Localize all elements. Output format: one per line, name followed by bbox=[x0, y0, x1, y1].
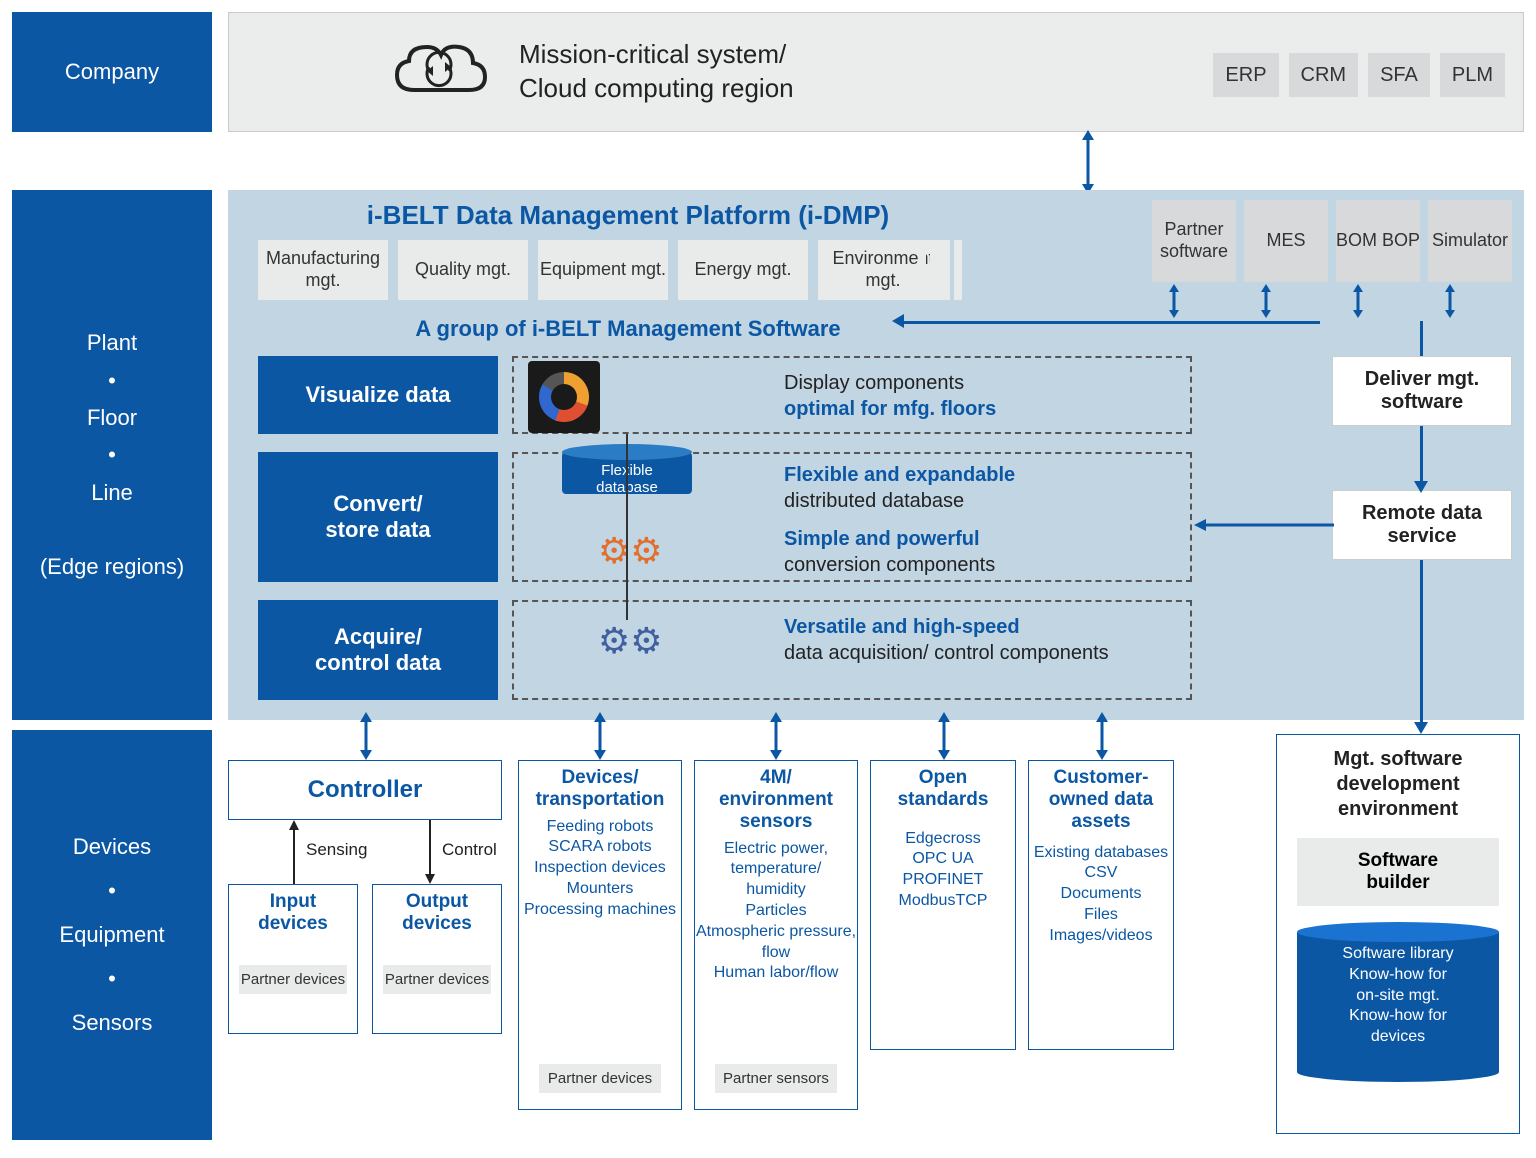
arrow-remote-dash bbox=[1194, 516, 1334, 534]
c2-items: Edgecross OPC UA PROFINET ModbusTCP bbox=[871, 829, 1015, 912]
c1-partner: Partner sensors bbox=[715, 1064, 837, 1093]
software-library-cylinder: Software library Know-how for on-site mg… bbox=[1297, 922, 1499, 1082]
mgt-quality: Quality mgt. bbox=[398, 240, 528, 300]
d1-bold: optimal for mfg. floors bbox=[784, 398, 996, 420]
c0-title: Devices/ transportation bbox=[521, 767, 679, 811]
c1-items: Electric power, temperature/ humidity Pa… bbox=[695, 839, 857, 985]
arrow-company-idmp bbox=[1078, 130, 1098, 194]
d3-bold: Versatile and high-speed bbox=[784, 616, 1020, 638]
controller-label: Controller bbox=[308, 776, 423, 804]
controller-box: Controller bbox=[228, 760, 502, 820]
d3-text: data acquisition/ control components bbox=[784, 642, 1109, 664]
d2a-bold: Flexible and expandable bbox=[784, 464, 1015, 486]
box-sfa: SFA bbox=[1368, 53, 1430, 97]
arrow-control bbox=[420, 820, 440, 884]
mgt-more-bars bbox=[918, 240, 962, 300]
c0-items: Feeding robots SCARA robots Inspection d… bbox=[519, 817, 681, 921]
deliver-mgt-software: Deliver mgt. software bbox=[1332, 356, 1512, 426]
box-partner-software: Partner software bbox=[1152, 200, 1236, 282]
company-region: Mission-critical system/ Cloud computing… bbox=[228, 12, 1524, 132]
input-partner: Partner devices bbox=[239, 965, 347, 994]
arrow-col2 bbox=[934, 712, 954, 760]
arrow-col0 bbox=[590, 712, 610, 760]
library-text: Software library Know-how for on-site mg… bbox=[1297, 944, 1499, 1048]
icons-connector-line bbox=[626, 434, 628, 620]
action-convert: Convert/ store data bbox=[258, 452, 498, 582]
arrow-sensing bbox=[284, 820, 304, 884]
dash-visualize: Display components optimal for mfg. floo… bbox=[512, 356, 1192, 434]
software-builder: Software builder bbox=[1297, 838, 1499, 906]
group-label: A group of i-BELT Management Software bbox=[308, 316, 948, 342]
output-devices-box: Output devices Partner devices bbox=[372, 884, 502, 1034]
arrow-remote-devenv bbox=[1412, 720, 1430, 734]
d2b-text: conversion components bbox=[784, 554, 995, 576]
mgt-energy: Energy mgt. bbox=[678, 240, 808, 300]
c3-items: Existing databases CSV Documents Files I… bbox=[1029, 843, 1173, 947]
gears-icon: ⚙⚙ bbox=[598, 530, 663, 572]
col-open-standards: Open standards Edgecross OPC UA PROFINET… bbox=[870, 760, 1016, 1050]
vline-remote-devenv bbox=[1420, 560, 1423, 728]
col-4m-sensors: 4M/ environment sensors Electric power, … bbox=[694, 760, 858, 1110]
arrow-col3 bbox=[1092, 712, 1112, 760]
control-label: Control bbox=[442, 840, 497, 860]
box-erp: ERP bbox=[1213, 53, 1278, 97]
dev-env-box: Mgt. software development environment So… bbox=[1276, 734, 1520, 1134]
d2a-text: distributed database bbox=[784, 490, 964, 512]
box-bom-bop: BOM BOP bbox=[1336, 200, 1420, 282]
c2-title: Open standards bbox=[873, 767, 1013, 811]
arrow-deliver-remote bbox=[1412, 479, 1430, 493]
col-customer-assets: Customer- owned data assets Existing dat… bbox=[1028, 760, 1174, 1050]
d1-text: Display components bbox=[784, 372, 964, 394]
output-partner: Partner devices bbox=[383, 965, 491, 994]
mgt-equipment: Equipment mgt. bbox=[538, 240, 668, 300]
arrow-into-group bbox=[892, 312, 906, 330]
box-simulator: Simulator bbox=[1428, 200, 1512, 282]
box-mes: MES bbox=[1244, 200, 1328, 282]
dev-env-title: Mgt. software development environment bbox=[1277, 747, 1519, 822]
arrow-partner-2 bbox=[1256, 284, 1276, 318]
idmp-region: i-BELT Data Management Platform (i-DMP) … bbox=[228, 190, 1524, 720]
action-visualize: Visualize data bbox=[258, 356, 498, 434]
arrow-partner-3 bbox=[1348, 284, 1368, 318]
input-title: Input devices bbox=[231, 891, 355, 935]
hline-group-right bbox=[900, 321, 1320, 324]
sidebar-plant: Plant • Floor • Line (Edge regions) bbox=[12, 190, 212, 720]
sensing-label: Sensing bbox=[306, 840, 367, 860]
sidebar-company: Company bbox=[12, 12, 212, 132]
arrow-partner-4 bbox=[1440, 284, 1460, 318]
col-devices-transport: Devices/ transportation Feeding robots S… bbox=[518, 760, 682, 1110]
box-plm: PLM bbox=[1440, 53, 1505, 97]
dashboard-widget-icon bbox=[528, 361, 600, 433]
mgt-manufacturing: Manufacturing mgt. bbox=[258, 240, 388, 300]
c3-title: Customer- owned data assets bbox=[1031, 767, 1171, 833]
remote-data-service: Remote data service bbox=[1332, 490, 1512, 560]
arrow-acquire-controller bbox=[356, 712, 376, 760]
arrow-col1 bbox=[766, 712, 786, 760]
acquire-gears-icon: ⚙⚙ bbox=[598, 620, 663, 662]
output-title: Output devices bbox=[375, 891, 499, 935]
idmp-title: i-BELT Data Management Platform (i-DMP) bbox=[308, 200, 948, 231]
d2b-bold: Simple and powerful bbox=[784, 528, 980, 550]
vline-to-deliver bbox=[1420, 321, 1423, 356]
action-acquire: Acquire/ control data bbox=[258, 600, 498, 700]
c0-partner: Partner devices bbox=[539, 1064, 661, 1093]
box-crm: CRM bbox=[1289, 53, 1359, 97]
input-devices-box: Input devices Partner devices bbox=[228, 884, 358, 1034]
company-title: Mission-critical system/ Cloud computing… bbox=[519, 38, 794, 106]
c1-title: 4M/ environment sensors bbox=[697, 767, 855, 833]
arrow-partner-1 bbox=[1164, 284, 1184, 318]
cloud-icon bbox=[389, 35, 489, 110]
sidebar-devices: Devices • Equipment • Sensors bbox=[12, 730, 212, 1140]
